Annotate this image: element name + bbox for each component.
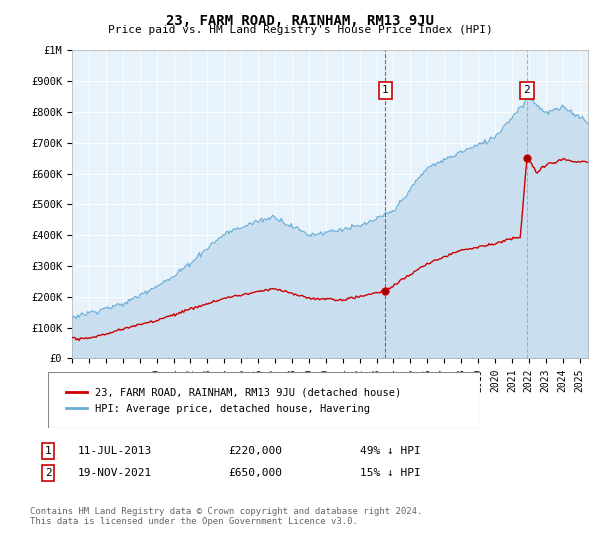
Legend: 23, FARM ROAD, RAINHAM, RM13 9JU (detached house), HPI: Average price, detached : 23, FARM ROAD, RAINHAM, RM13 9JU (detach… — [62, 383, 406, 418]
Text: Contains HM Land Registry data © Crown copyright and database right 2024.
This d: Contains HM Land Registry data © Crown c… — [30, 507, 422, 526]
FancyBboxPatch shape — [48, 372, 480, 428]
Text: 15% ↓ HPI: 15% ↓ HPI — [360, 468, 421, 478]
Text: 2: 2 — [524, 86, 530, 95]
Text: 2: 2 — [44, 468, 52, 478]
Text: £650,000: £650,000 — [228, 468, 282, 478]
Text: £220,000: £220,000 — [228, 446, 282, 456]
Text: 11-JUL-2013: 11-JUL-2013 — [78, 446, 152, 456]
Text: 23, FARM ROAD, RAINHAM, RM13 9JU: 23, FARM ROAD, RAINHAM, RM13 9JU — [166, 14, 434, 28]
Text: Price paid vs. HM Land Registry's House Price Index (HPI): Price paid vs. HM Land Registry's House … — [107, 25, 493, 35]
Text: 1: 1 — [44, 446, 52, 456]
Text: 49% ↓ HPI: 49% ↓ HPI — [360, 446, 421, 456]
Text: 19-NOV-2021: 19-NOV-2021 — [78, 468, 152, 478]
Text: 1: 1 — [382, 86, 389, 95]
